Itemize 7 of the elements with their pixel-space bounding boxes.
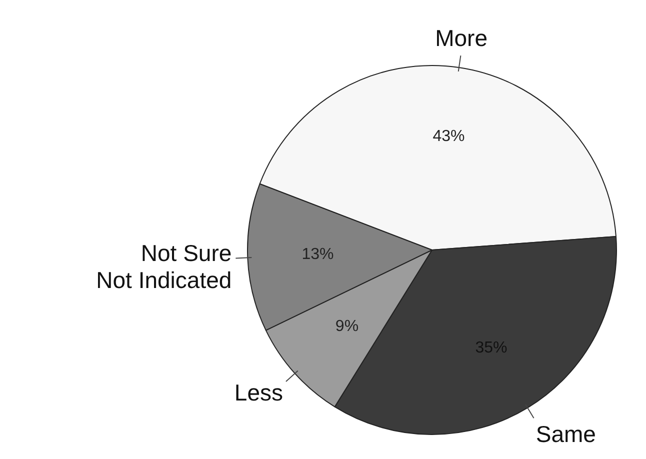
slice-label: Less	[234, 380, 283, 406]
data-label: 13%	[302, 246, 334, 264]
data-label: 9%	[335, 318, 359, 335]
slice-label: More	[435, 24, 488, 51]
data-label: 43%	[432, 128, 465, 146]
slice-label: Same	[536, 420, 596, 447]
slice-label: Not Sure Not Indicated	[96, 240, 232, 294]
